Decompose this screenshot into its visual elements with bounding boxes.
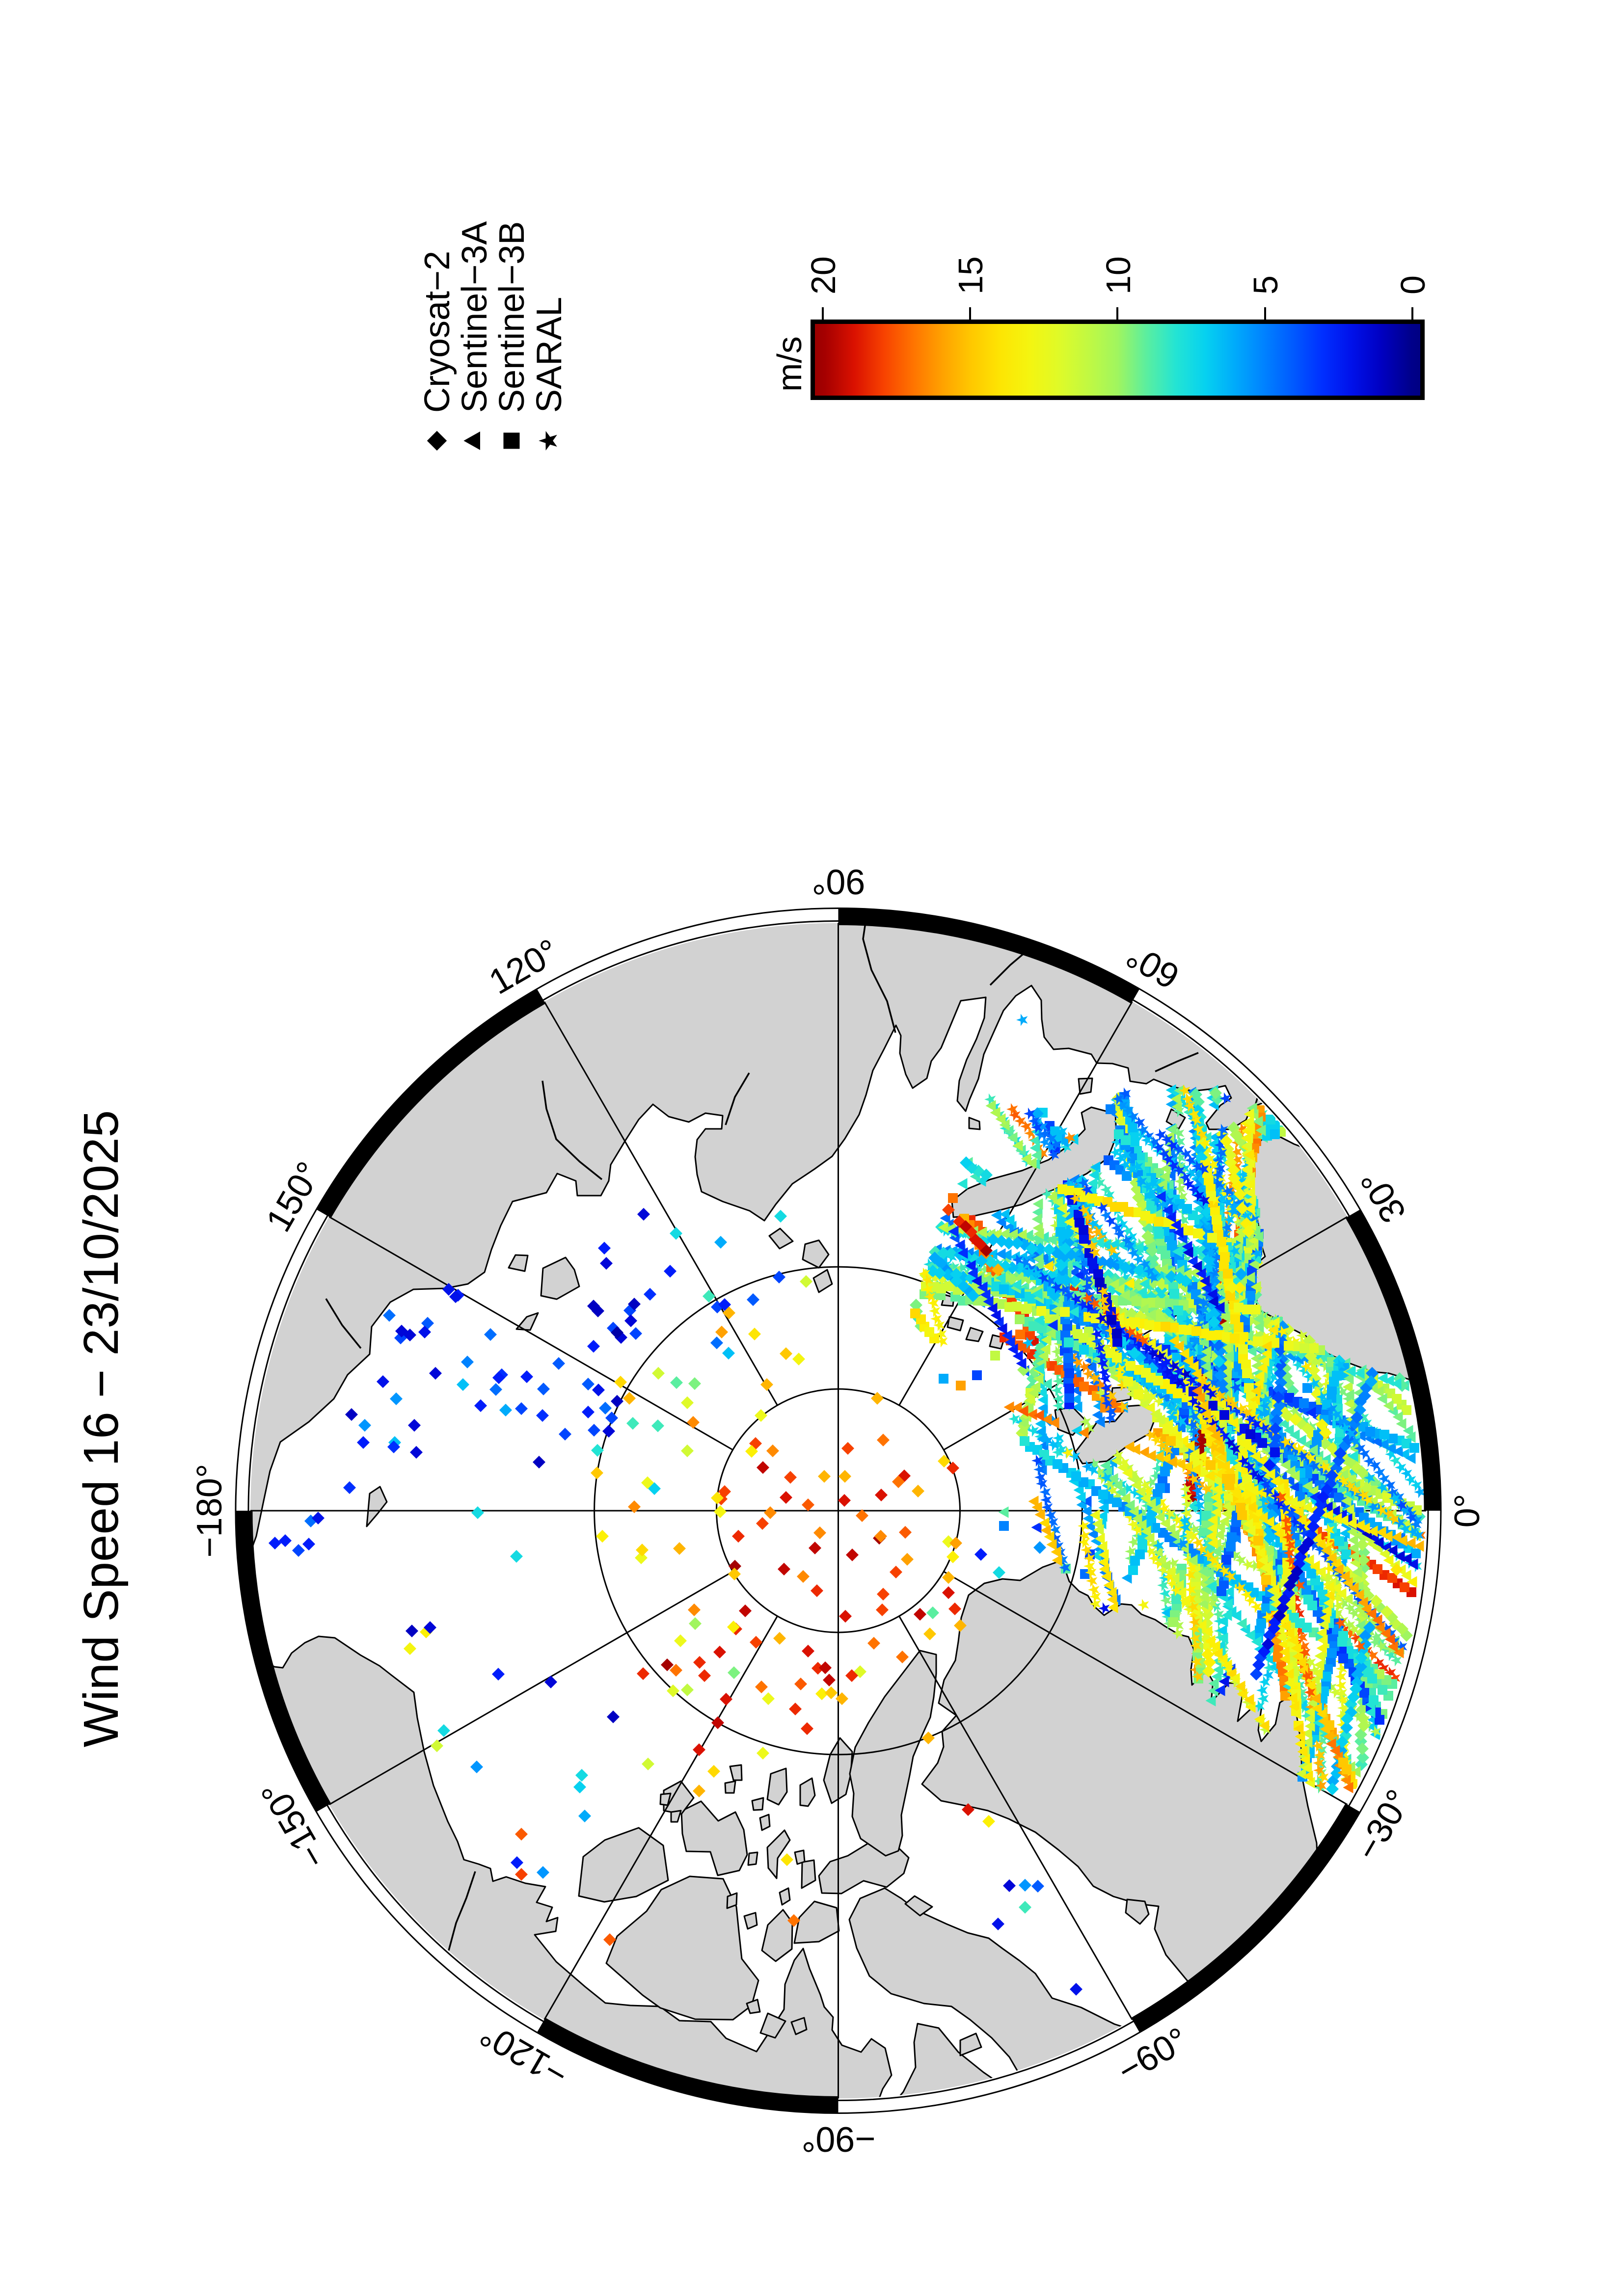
svg-text:Cryosat−2: Cryosat−2 — [418, 251, 457, 413]
svg-text:5: 5 — [1246, 275, 1285, 294]
svg-text:10: 10 — [1099, 256, 1137, 294]
svg-text:Sentinel−3A: Sentinel−3A — [455, 221, 494, 413]
svg-text:20: 20 — [804, 256, 842, 294]
svg-text:0°: 0° — [1448, 1494, 1487, 1528]
svg-text:SARAL: SARAL — [530, 297, 569, 413]
svg-text:90°: 90° — [812, 862, 866, 901]
svg-text:Sentinel−3B: Sentinel−3B — [492, 221, 532, 413]
svg-text:Wind Speed 16 − 23/10/2025: Wind Speed 16 − 23/10/2025 — [74, 1110, 129, 1747]
svg-text:15: 15 — [951, 256, 990, 294]
svg-text:0: 0 — [1394, 275, 1432, 294]
svg-text:−90°: −90° — [802, 2119, 876, 2159]
svg-text:−180°: −180° — [190, 1464, 229, 1558]
svg-text:m/s: m/s — [770, 336, 809, 392]
